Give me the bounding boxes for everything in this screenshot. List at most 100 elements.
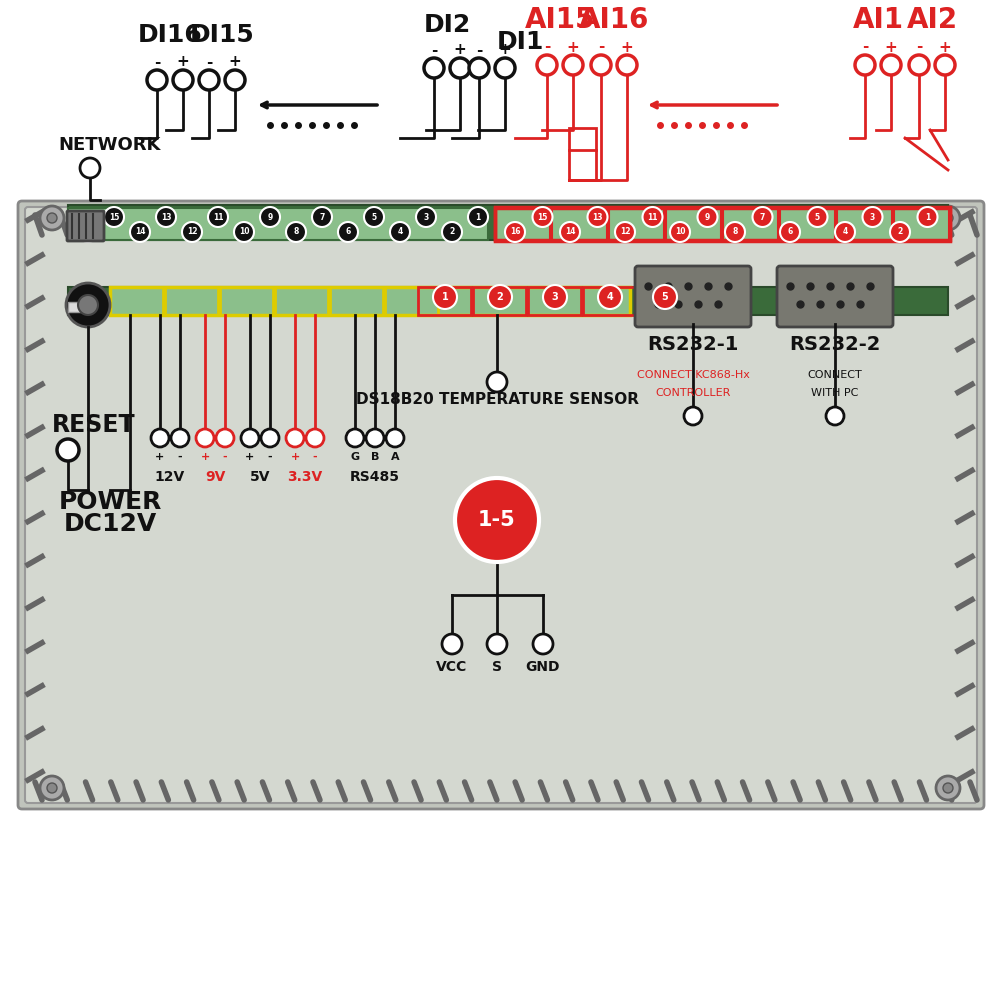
Bar xyxy=(68,205,948,240)
Circle shape xyxy=(173,70,193,90)
Text: 12: 12 xyxy=(620,228,630,236)
Text: 4: 4 xyxy=(607,292,613,302)
Bar xyxy=(552,207,607,241)
Circle shape xyxy=(312,207,332,227)
Circle shape xyxy=(416,207,436,227)
Circle shape xyxy=(588,207,608,227)
Text: -: - xyxy=(154,54,160,70)
Text: DI16: DI16 xyxy=(138,23,202,47)
Text: +: + xyxy=(200,452,210,462)
Text: 4: 4 xyxy=(397,228,403,236)
Text: NETWORK: NETWORK xyxy=(58,136,160,154)
Circle shape xyxy=(366,429,384,447)
Circle shape xyxy=(57,439,79,461)
Bar xyxy=(68,208,488,240)
Circle shape xyxy=(487,372,507,392)
Text: 1-5: 1-5 xyxy=(478,510,516,530)
Bar xyxy=(495,208,950,240)
Circle shape xyxy=(346,429,364,447)
Bar xyxy=(473,287,526,315)
Text: 3: 3 xyxy=(552,292,558,302)
Circle shape xyxy=(617,55,637,75)
Bar xyxy=(666,207,721,241)
Text: +: + xyxy=(245,452,255,462)
Text: 2: 2 xyxy=(449,228,455,236)
Text: AI16: AI16 xyxy=(579,6,649,34)
Circle shape xyxy=(468,207,488,227)
Text: -: - xyxy=(223,452,227,462)
Text: 1: 1 xyxy=(442,292,448,302)
Circle shape xyxy=(147,70,167,90)
Text: DI1: DI1 xyxy=(497,30,544,54)
Text: 11: 11 xyxy=(213,213,223,222)
Circle shape xyxy=(66,283,110,327)
Text: RS485: RS485 xyxy=(350,470,400,484)
Text: RS232-1: RS232-1 xyxy=(647,335,739,354)
Text: 16: 16 xyxy=(510,228,520,236)
FancyBboxPatch shape xyxy=(67,211,104,241)
Text: CONNECT KC868-Hx: CONNECT KC868-Hx xyxy=(637,370,749,380)
Circle shape xyxy=(532,207,552,227)
Text: 13: 13 xyxy=(161,213,171,222)
Circle shape xyxy=(442,222,462,242)
FancyBboxPatch shape xyxy=(777,266,893,327)
Text: +: + xyxy=(177,54,189,70)
Text: -: - xyxy=(862,39,868,54)
Circle shape xyxy=(563,55,583,75)
Circle shape xyxy=(390,222,410,242)
Circle shape xyxy=(455,478,539,562)
FancyBboxPatch shape xyxy=(18,201,984,809)
Text: CONNECT: CONNECT xyxy=(808,370,862,380)
Circle shape xyxy=(935,55,955,75)
Circle shape xyxy=(286,429,304,447)
Text: -: - xyxy=(916,39,922,54)
Circle shape xyxy=(306,429,324,447)
Bar xyxy=(894,207,949,241)
Text: +: + xyxy=(155,452,165,462)
Text: B: B xyxy=(371,452,379,462)
Circle shape xyxy=(855,55,875,75)
Text: 10: 10 xyxy=(675,228,685,236)
Text: -: - xyxy=(178,452,182,462)
Bar xyxy=(68,287,948,315)
Circle shape xyxy=(433,285,457,309)
Text: 10: 10 xyxy=(239,228,249,236)
Text: -: - xyxy=(313,452,317,462)
Circle shape xyxy=(698,207,718,227)
Circle shape xyxy=(104,207,124,227)
Text: -: - xyxy=(431,42,437,57)
Circle shape xyxy=(261,429,279,447)
Circle shape xyxy=(487,634,507,654)
Text: RESET: RESET xyxy=(52,413,136,437)
Circle shape xyxy=(881,55,901,75)
Bar xyxy=(569,128,596,180)
Text: POWER: POWER xyxy=(58,490,162,514)
Circle shape xyxy=(182,222,202,242)
Text: +: + xyxy=(567,39,579,54)
Text: 3.3V: 3.3V xyxy=(287,470,323,484)
Bar xyxy=(330,287,383,315)
Circle shape xyxy=(442,634,462,654)
Text: GND: GND xyxy=(526,660,560,674)
Bar xyxy=(583,287,636,315)
Bar xyxy=(723,207,778,241)
Text: -: - xyxy=(476,42,482,57)
Text: +: + xyxy=(499,42,511,57)
Text: +: + xyxy=(939,39,951,54)
Text: VCC: VCC xyxy=(436,660,468,674)
Circle shape xyxy=(560,222,580,242)
Bar xyxy=(385,287,438,315)
Circle shape xyxy=(78,222,98,242)
Circle shape xyxy=(260,207,280,227)
Circle shape xyxy=(386,429,404,447)
Circle shape xyxy=(196,429,214,447)
Circle shape xyxy=(835,222,855,242)
Circle shape xyxy=(670,222,690,242)
Circle shape xyxy=(130,222,150,242)
Circle shape xyxy=(216,429,234,447)
Circle shape xyxy=(725,222,745,242)
Circle shape xyxy=(171,429,189,447)
Circle shape xyxy=(241,429,259,447)
Text: 4: 4 xyxy=(842,228,848,236)
Circle shape xyxy=(469,58,489,78)
